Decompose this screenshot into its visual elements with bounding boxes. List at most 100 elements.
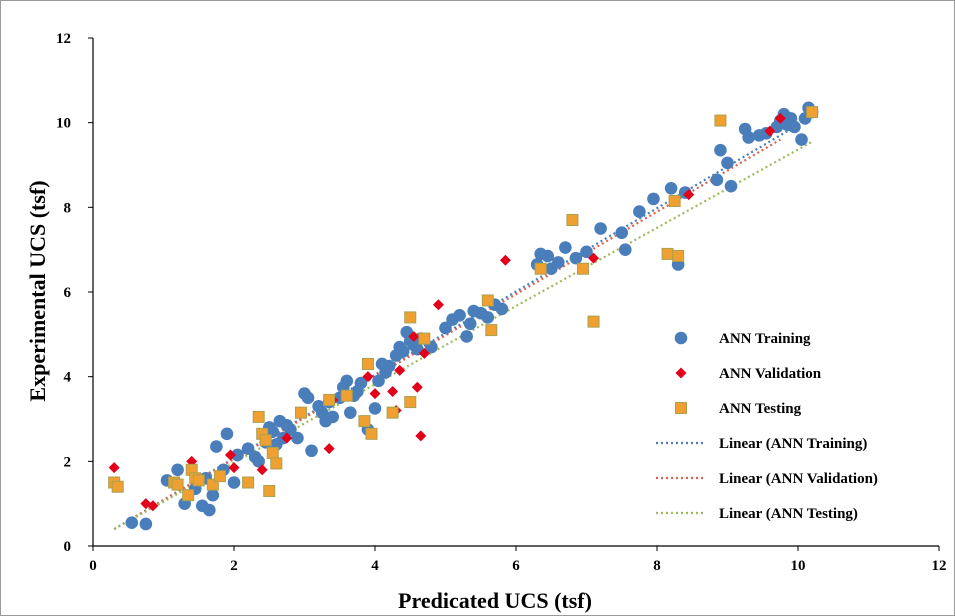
legend-label: ANN Testing xyxy=(719,401,802,417)
data-markers xyxy=(108,101,819,531)
legend-marker xyxy=(674,331,688,345)
data-point xyxy=(587,315,600,328)
data-point xyxy=(369,388,381,400)
data-point xyxy=(664,181,678,195)
data-point xyxy=(284,423,297,436)
data-point xyxy=(618,243,632,256)
data-point xyxy=(231,448,244,462)
data-point xyxy=(615,226,629,240)
data-point xyxy=(647,192,660,206)
data-point xyxy=(714,114,727,127)
data-point xyxy=(541,249,555,263)
data-point xyxy=(396,344,410,358)
data-point xyxy=(408,330,420,342)
data-point xyxy=(404,396,417,409)
data-point xyxy=(259,434,272,447)
y-tick-label: 10 xyxy=(56,116,71,132)
data-point xyxy=(227,476,241,489)
data-point xyxy=(252,455,265,468)
series-group xyxy=(108,112,786,512)
x-tick-label: 0 xyxy=(89,558,97,574)
y-tick-label: 8 xyxy=(64,200,72,216)
data-point xyxy=(672,250,685,263)
data-point xyxy=(386,406,399,419)
y-tick-label: 6 xyxy=(64,285,72,301)
legend-label: Linear (ANN Training) xyxy=(719,436,867,452)
data-point xyxy=(125,516,139,530)
data-point xyxy=(668,194,681,207)
data-point xyxy=(633,205,646,218)
data-point xyxy=(368,402,382,415)
data-point xyxy=(382,359,396,373)
data-point xyxy=(294,406,307,419)
data-point xyxy=(192,474,205,487)
data-point xyxy=(774,112,786,124)
data-point xyxy=(139,517,153,531)
data-point xyxy=(358,415,371,428)
data-point xyxy=(683,189,695,201)
data-point xyxy=(721,156,734,170)
data-point xyxy=(323,443,335,455)
series-group xyxy=(108,106,819,502)
data-point xyxy=(147,500,159,512)
y-tick-label: 0 xyxy=(64,539,72,555)
data-point xyxy=(340,374,354,388)
data-point xyxy=(714,143,727,157)
data-point xyxy=(305,444,318,458)
x-tick-label: 8 xyxy=(653,558,661,574)
data-point xyxy=(580,245,593,259)
x-tick-label: 2 xyxy=(230,558,238,574)
legend-label: Linear (ANN Validation) xyxy=(719,471,878,487)
y-tick-label: 4 xyxy=(64,370,72,386)
data-point xyxy=(372,374,385,388)
data-point xyxy=(439,321,452,335)
data-point xyxy=(463,317,477,331)
data-point xyxy=(301,391,315,405)
data-point xyxy=(213,470,226,483)
data-point xyxy=(361,357,374,370)
data-point xyxy=(569,251,583,265)
y-axis-title: Experimental UCS (tsf) xyxy=(25,180,50,401)
legend-marker xyxy=(675,367,687,379)
data-point xyxy=(559,241,572,254)
data-point xyxy=(228,462,240,474)
data-point xyxy=(220,427,234,441)
x-axis-title: Predicated UCS (tsf) xyxy=(398,588,592,613)
data-point xyxy=(594,222,607,235)
data-point xyxy=(411,381,423,393)
data-point xyxy=(576,262,589,275)
data-point xyxy=(795,133,808,146)
data-point xyxy=(495,302,509,316)
data-point xyxy=(764,125,776,137)
data-point xyxy=(460,330,473,343)
data-point xyxy=(661,247,674,260)
x-tick-label: 10 xyxy=(791,558,806,574)
data-point xyxy=(742,131,755,144)
trendline xyxy=(113,140,813,531)
data-point xyxy=(210,440,223,453)
data-point xyxy=(394,364,406,376)
data-point xyxy=(263,484,276,497)
legend-label: ANN Validation xyxy=(719,366,822,382)
data-point xyxy=(171,478,184,491)
data-point xyxy=(588,252,600,264)
data-point xyxy=(499,254,511,266)
data-point xyxy=(111,480,124,493)
data-point xyxy=(534,262,547,275)
data-point xyxy=(566,214,579,227)
data-point xyxy=(387,385,399,397)
data-point xyxy=(365,427,378,440)
data-point xyxy=(256,464,268,476)
tick-labels: 0 2 4 6 8 10 12 0 2 4 6 8 10 12 xyxy=(56,31,947,574)
data-point xyxy=(418,347,430,359)
data-point xyxy=(806,106,819,119)
data-point xyxy=(340,389,353,402)
data-point xyxy=(453,308,466,322)
data-point xyxy=(241,442,255,455)
data-point xyxy=(281,432,293,444)
y-tick-label: 2 xyxy=(64,454,72,470)
legend-label: ANN Training xyxy=(719,331,811,347)
legend: ANN Training ANN Validation ANN Testing Lin… xyxy=(656,331,878,522)
data-point xyxy=(724,179,738,193)
